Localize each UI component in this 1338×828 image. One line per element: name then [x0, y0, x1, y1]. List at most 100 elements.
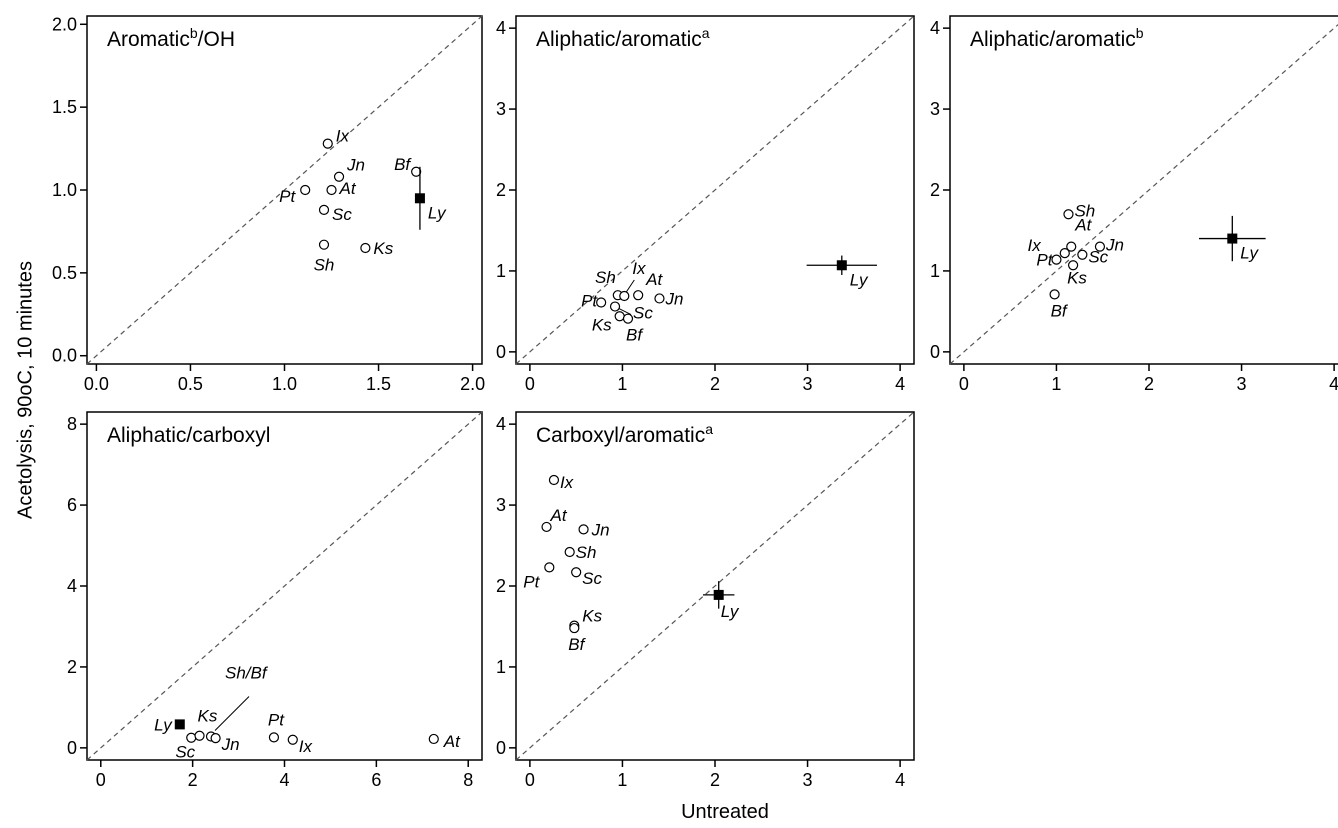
x-tick-label: 1.5 — [366, 374, 391, 394]
point-label: Sh — [1074, 201, 1095, 220]
data-point — [300, 184, 311, 196]
highlight-label: Ly — [1240, 244, 1259, 263]
leader-line — [625, 279, 635, 293]
highlight-label: Ly — [850, 270, 869, 289]
identity-line — [515, 411, 915, 761]
data-point — [578, 524, 589, 535]
point-label: Pt — [1036, 251, 1053, 270]
y-tick-label: 1 — [496, 657, 506, 677]
data-point — [548, 474, 560, 486]
point-label: Pt — [523, 572, 540, 591]
point-label: Ix — [299, 737, 313, 756]
data-point — [318, 239, 330, 250]
x-tick-label: 1 — [1051, 374, 1061, 394]
panel-title: Aliphatic/carboxyl — [107, 424, 270, 447]
point-label: Jn — [664, 289, 683, 308]
data-point — [322, 138, 333, 149]
x-axis-title: Untreated — [681, 801, 769, 823]
point-label: Sh — [595, 268, 616, 287]
data-point — [571, 567, 582, 578]
data-point — [1066, 241, 1077, 252]
x-tick-label: 4 — [1329, 374, 1338, 394]
y-tick-label: 1 — [930, 261, 940, 281]
data-point — [1068, 260, 1079, 271]
x-tick-label: 0.5 — [178, 374, 203, 394]
leader-line — [618, 308, 632, 315]
data-point — [360, 242, 371, 254]
point-label: Sc — [582, 569, 602, 588]
y-tick-label: 4 — [67, 576, 77, 596]
data-point — [326, 184, 337, 196]
x-tick-label: 2 — [710, 374, 720, 394]
panel-title: Aliphatic/aromatica — [536, 25, 710, 51]
point-label: Pt — [581, 291, 598, 310]
point-label: Bf — [1051, 301, 1069, 320]
y-tick-label: 2 — [930, 180, 940, 200]
identity-line — [86, 15, 483, 365]
point-label: At — [550, 506, 568, 525]
x-tick-label: 0 — [525, 374, 535, 394]
point-label: Sc — [175, 743, 195, 762]
x-tick-label: 8 — [463, 770, 473, 790]
point-label: Ks — [592, 315, 612, 334]
point-label: At — [339, 179, 357, 198]
highlight-label: Ly — [428, 203, 447, 222]
point-label: At — [443, 732, 461, 751]
plot-frame — [949, 15, 1338, 365]
x-tick-label: 1 — [617, 770, 627, 790]
leader-line — [214, 696, 250, 731]
point-label: At — [1074, 216, 1092, 235]
data-point — [1077, 249, 1088, 260]
y-tick-label: 4 — [496, 18, 506, 38]
point-label: Bf — [568, 635, 586, 654]
point-label: Sh/Bf — [225, 664, 269, 683]
point-label: Pt — [279, 187, 296, 206]
data-point — [411, 166, 422, 177]
x-tick-label: 2 — [188, 770, 198, 790]
y-tick-label: 4 — [496, 414, 506, 434]
panel-title: Aliphatic/aromaticb — [970, 25, 1144, 51]
data-point — [633, 290, 644, 301]
x-tick-label: 1 — [617, 374, 627, 394]
point-label: Ks — [198, 707, 218, 726]
highlight-point — [174, 719, 185, 730]
x-tick-label: 0 — [96, 770, 106, 790]
data-point — [268, 732, 280, 743]
y-axis-title: Acetolysis, 90oC, 10 minutes — [14, 261, 36, 519]
point-label: Bf — [394, 155, 412, 174]
y-tick-label: 2 — [496, 180, 506, 200]
y-tick-label: 1 — [496, 261, 506, 281]
point-label: Jn — [1105, 236, 1124, 255]
data-point — [619, 290, 630, 302]
data-point — [609, 301, 621, 312]
x-tick-label: 3 — [803, 770, 813, 790]
y-tick-label: 0.0 — [52, 346, 77, 366]
point-label: Jn — [221, 735, 240, 754]
point-label: Sh — [576, 543, 597, 562]
identity-line — [515, 15, 915, 365]
x-tick-label: 2.0 — [460, 374, 485, 394]
data-point — [544, 562, 555, 573]
highlight-label: Ly — [721, 602, 740, 621]
y-tick-label: 2 — [496, 576, 506, 596]
data-point — [614, 311, 625, 322]
y-tick-label: 1.5 — [52, 97, 77, 117]
point-label: Jn — [591, 520, 610, 539]
data-point — [1063, 209, 1074, 220]
point-label: Sc — [1088, 248, 1108, 267]
x-tick-label: 4 — [895, 374, 905, 394]
y-tick-label: 6 — [67, 495, 77, 515]
point-label: At — [645, 270, 663, 289]
data-point — [1059, 248, 1070, 259]
point-label: Sc — [332, 205, 352, 224]
x-tick-label: 2 — [710, 770, 720, 790]
point-label: Sh — [314, 256, 335, 275]
point-label: Ix — [632, 259, 646, 278]
panel-5: 0 1 2 3 4 0 1 2 3 4 Carboxyl/aromatica Ix At Jn Sh Pt Sc… — [496, 411, 915, 790]
y-tick-label: 0 — [930, 342, 940, 362]
y-tick-label: 0 — [496, 342, 506, 362]
panel-title: Carboxyl/aromatica — [536, 421, 713, 447]
data-point — [318, 204, 330, 215]
